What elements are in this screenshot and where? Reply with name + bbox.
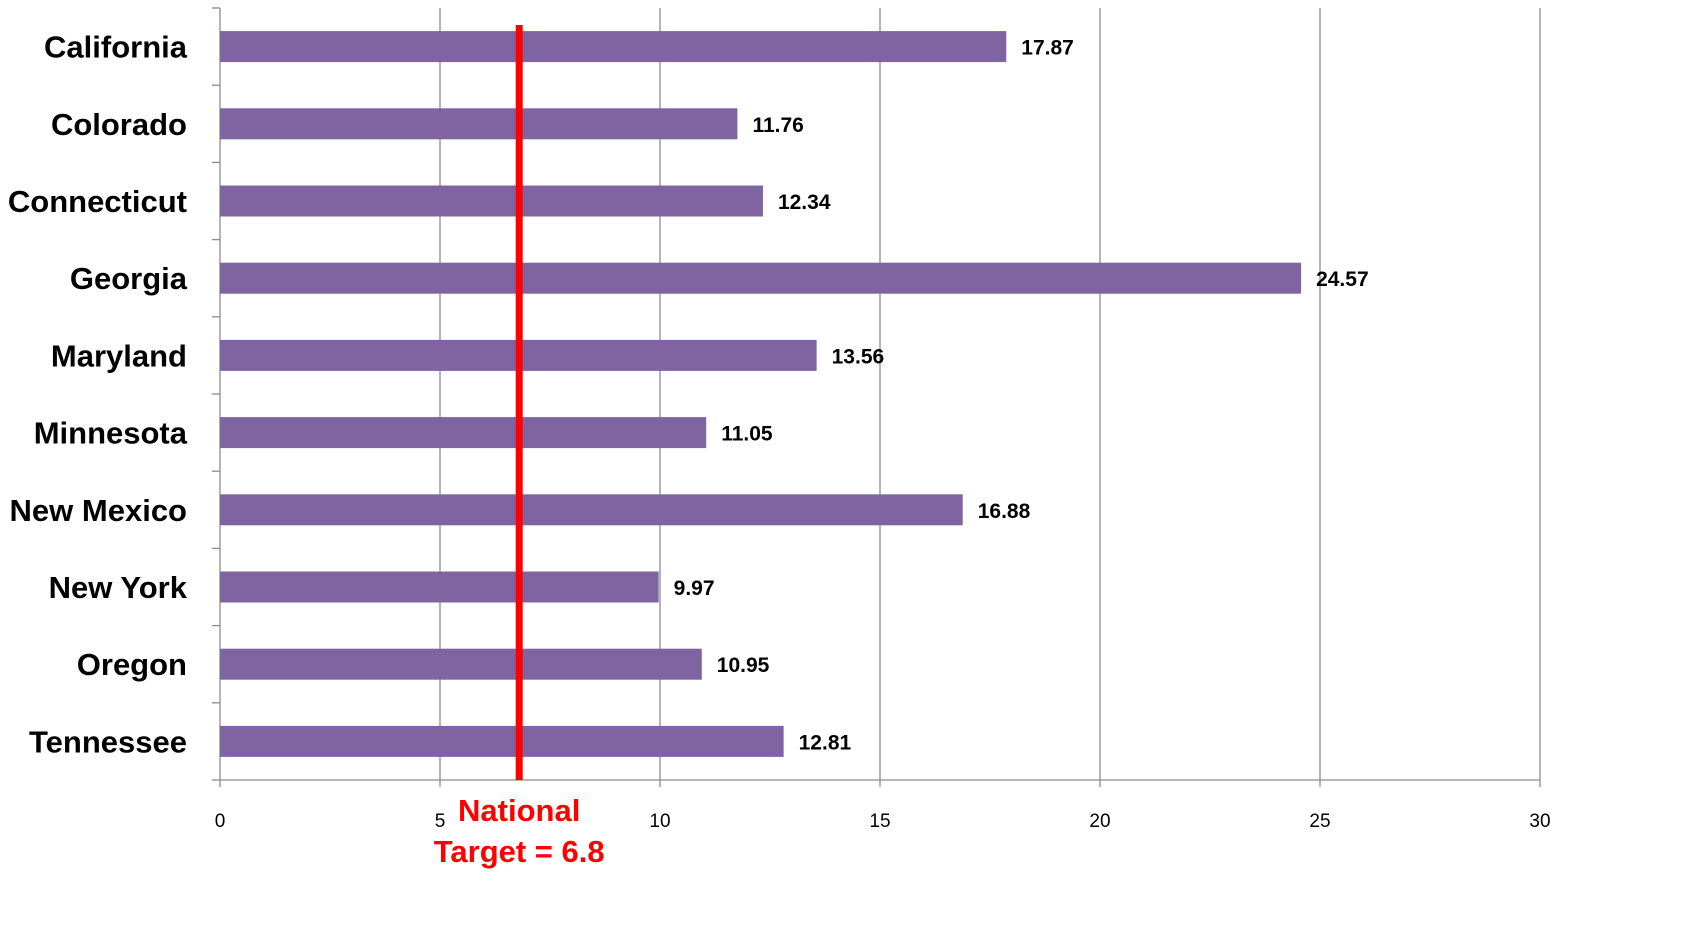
x-tick-label: 10 — [649, 811, 670, 832]
category-label: Connecticut — [8, 184, 187, 219]
x-tick-label: 30 — [1529, 811, 1550, 832]
x-tick-label: 15 — [869, 811, 890, 832]
bar — [220, 108, 738, 140]
data-label: 12.34 — [778, 191, 831, 214]
bars — [220, 31, 1302, 757]
data-label: 11.05 — [721, 423, 773, 446]
category-label: Georgia — [70, 261, 188, 296]
category-label: Oregon — [77, 647, 187, 682]
target-label-line2: Target = 6.8 — [434, 834, 605, 869]
reference-line-group: National Target = 6.8 — [434, 25, 605, 869]
x-tick-label: 0 — [215, 811, 226, 832]
data-label: 10.95 — [717, 654, 770, 677]
category-label: New York — [49, 570, 188, 605]
bar — [220, 31, 1007, 63]
bar — [220, 725, 784, 757]
data-label: 16.88 — [978, 500, 1031, 523]
category-label: Minnesota — [34, 416, 188, 451]
bar — [220, 262, 1302, 294]
data-label: 11.76 — [752, 114, 803, 137]
bar — [220, 648, 702, 680]
x-tick-label: 5 — [435, 811, 446, 832]
category-label: New Mexico — [10, 493, 187, 528]
category-label: California — [44, 30, 188, 65]
labels: 0 5 10 15 20 25 30 California 17.87 Colorado 11.76… — [8, 30, 1551, 832]
bar — [220, 185, 763, 217]
bar — [220, 417, 707, 449]
target-label-line1: National — [458, 793, 580, 828]
bar — [220, 494, 963, 526]
data-label: 13.56 — [832, 345, 885, 368]
data-label: 17.87 — [1021, 37, 1074, 60]
category-label: Maryland — [51, 338, 187, 373]
category-label: Tennessee — [29, 724, 187, 759]
x-tick-label: 20 — [1089, 811, 1110, 832]
x-tick-label: 25 — [1309, 811, 1330, 832]
category-label: Colorado — [51, 107, 187, 142]
data-label: 24.57 — [1316, 268, 1369, 291]
bar — [220, 571, 659, 603]
data-label: 12.81 — [799, 731, 852, 754]
data-label: 9.97 — [674, 577, 715, 600]
